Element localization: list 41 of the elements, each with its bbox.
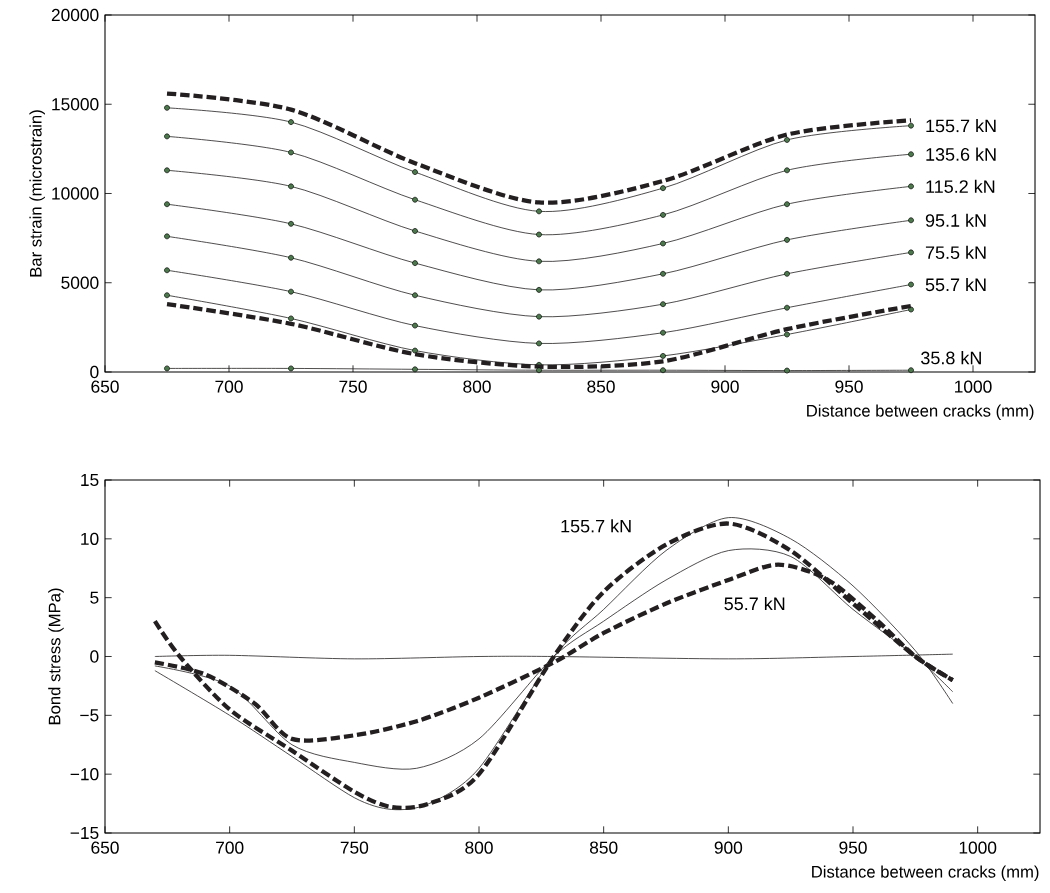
y-tick-label: 10 (81, 532, 99, 545)
y-axis-title: Bar strain (microstrain) (29, 110, 45, 277)
x-tick-label: 750 (339, 380, 367, 393)
annotation: 35.8 kN (921, 351, 981, 365)
x-tick-label: 850 (589, 841, 618, 854)
x-tick-label: 700 (215, 380, 243, 393)
annotation: 155.7 kN (561, 519, 631, 533)
y-tick-label: 10000 (52, 187, 99, 200)
x-tick-label: 700 (216, 841, 244, 854)
y-tick-label: −5 (80, 709, 99, 722)
x-tick-label: 950 (835, 380, 863, 393)
y-tick-label: 20000 (51, 8, 99, 22)
y-tick-label: 15 (81, 473, 99, 487)
y-tick-label: 0 (90, 650, 99, 663)
x-tick-label: 650 (91, 841, 119, 854)
x-tick-label: 1000 (959, 841, 997, 854)
y-tick-label: 5 (90, 591, 99, 604)
annotation: 155.7 kN (926, 119, 996, 133)
annotation: 55.7 kN (925, 277, 986, 292)
x-tick-label: 1000 (955, 380, 992, 393)
annotation: 135.6 kN (926, 147, 996, 161)
x-axis-title: Distance between cracks (mm) (807, 404, 1034, 421)
x-tick-label: 650 (91, 380, 119, 393)
annotation: 95.1 kN (925, 213, 986, 227)
y-tick-label: 0 (90, 365, 99, 379)
y-axis-title: Bond stress (MPa) (48, 588, 64, 725)
x-axis-title: Distance between cracks (mm) (812, 865, 1039, 882)
y-tick-label: 5000 (61, 276, 99, 289)
y-tick-label: −10 (70, 768, 99, 781)
x-tick-label: 850 (587, 380, 615, 393)
annotation: 75.5 kN (925, 245, 986, 259)
x-tick-label: 900 (711, 380, 739, 393)
x-tick-label: 800 (463, 380, 491, 393)
x-tick-label: 750 (340, 841, 369, 854)
x-tick-label: 900 (714, 841, 743, 854)
x-tick-label: 800 (465, 841, 493, 854)
annotation: 55.7 kN (724, 596, 785, 611)
x-tick-label: 950 (839, 841, 867, 854)
y-tick-label: 15000 (52, 98, 99, 111)
annotation: 115.2 kN (926, 179, 995, 193)
y-tick-label: −15 (70, 826, 99, 840)
